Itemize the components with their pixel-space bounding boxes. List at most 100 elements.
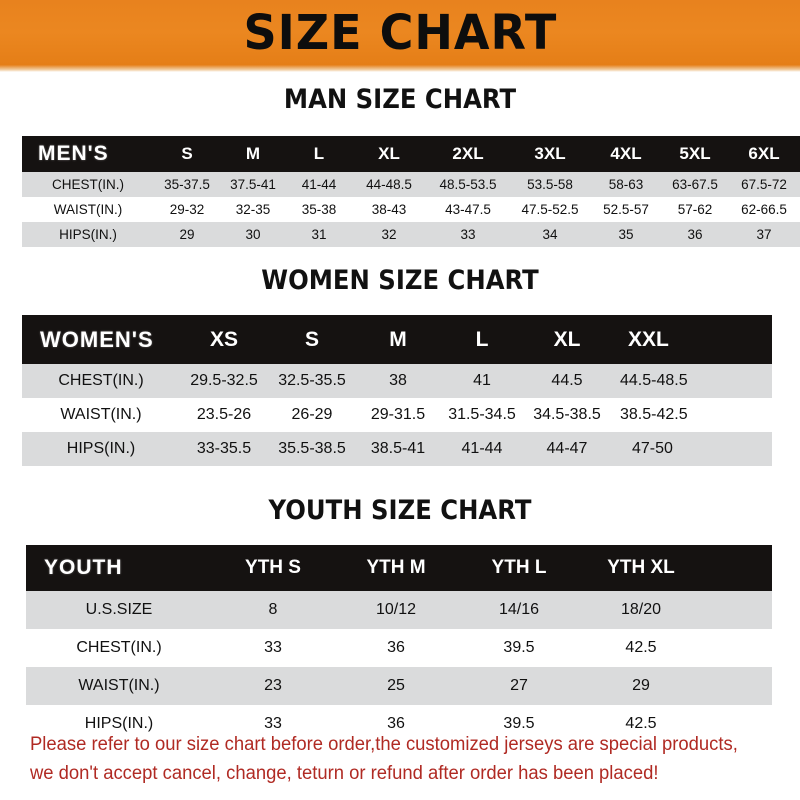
men-cell: 35 bbox=[618, 227, 634, 242]
men-cell: 32 bbox=[381, 227, 397, 242]
women-cell: 38.5-41 bbox=[370, 440, 426, 457]
women-cell: 23.5-26 bbox=[196, 406, 252, 423]
men-cell: 30 bbox=[245, 227, 261, 242]
men-row-label: WAIST(IN.) bbox=[53, 202, 123, 217]
men-cell: 33 bbox=[460, 227, 476, 242]
men-cell: 47.5-52.5 bbox=[521, 202, 579, 217]
women-col-header: XS bbox=[209, 327, 238, 351]
table-row: CHEST(IN.) 29.5-32.5 32.5-35.5 38 41 44.… bbox=[22, 364, 772, 398]
men-cell: 37.5-41 bbox=[230, 177, 276, 192]
men-cell: 62-66.5 bbox=[741, 202, 787, 217]
men-row-label: HIPS(IN.) bbox=[59, 227, 117, 242]
women-corner-label: WOMEN'S bbox=[40, 326, 154, 352]
youth-row-label: U.S.SIZE bbox=[85, 601, 153, 618]
women-cell: 35.5-38.5 bbox=[278, 440, 346, 457]
men-col-header: 5XL bbox=[679, 144, 711, 163]
men-cell: 48.5-53.5 bbox=[439, 177, 497, 192]
men-col-header: 6XL bbox=[748, 144, 780, 163]
table-row: WAIST(IN.) 23.5-26 26-29 29-31.5 31.5-34… bbox=[22, 398, 772, 432]
women-section-title: WOMEN SIZE CHART bbox=[261, 265, 539, 296]
men-cell: 34 bbox=[542, 227, 558, 242]
youth-cell: 39.5 bbox=[503, 639, 535, 656]
men-cell: 43-47.5 bbox=[445, 202, 491, 217]
youth-cell: 18/20 bbox=[620, 601, 662, 618]
youth-col-header: YTH L bbox=[491, 557, 547, 578]
women-row-label: CHEST(IN.) bbox=[58, 372, 144, 389]
table-row: HIPS(IN.) 33 36 39.5 42.5 bbox=[26, 705, 772, 743]
men-cell: 63-67.5 bbox=[672, 177, 718, 192]
women-cell: 29-31.5 bbox=[370, 406, 426, 423]
youth-cell: 29 bbox=[632, 677, 650, 694]
women-header-row: WOMEN'S XS S M L XL XXL bbox=[22, 315, 772, 364]
youth-cell: 42.5 bbox=[625, 639, 657, 656]
youth-section-title: YOUTH SIZE CHART bbox=[268, 495, 532, 526]
women-cell: 41 bbox=[473, 372, 491, 389]
youth-cell: 39.5 bbox=[503, 715, 535, 732]
page-banner: SIZE CHART bbox=[0, 0, 800, 72]
youth-cell: 42.5 bbox=[625, 715, 657, 732]
youth-cell: 36 bbox=[387, 639, 405, 656]
table-row: HIPS(IN.) 33-35.5 35.5-38.5 38.5-41 41-4… bbox=[22, 432, 772, 466]
men-cell: 53.5-58 bbox=[527, 177, 573, 192]
men-cell: 57-62 bbox=[677, 202, 713, 217]
men-cell: 29 bbox=[179, 227, 195, 242]
youth-cell: 25 bbox=[387, 677, 405, 694]
women-col-header: XXL bbox=[628, 327, 669, 351]
youth-row-label: CHEST(IN.) bbox=[76, 639, 162, 656]
youth-cell: 33 bbox=[264, 639, 282, 656]
youth-header-row: YOUTH YTH S YTH M YTH L YTH XL bbox=[26, 545, 772, 591]
men-cell: 35-38 bbox=[301, 202, 337, 217]
men-cell: 35-37.5 bbox=[164, 177, 210, 192]
youth-cell: 8 bbox=[268, 601, 278, 618]
women-col-header: M bbox=[389, 327, 407, 351]
men-section-title: MAN SIZE CHART bbox=[283, 84, 517, 115]
youth-col-header-empty bbox=[702, 545, 772, 591]
men-size-table: MEN'S S M L XL 2XL 3XL 4XL 5XL 6XL CHEST… bbox=[22, 136, 800, 247]
women-col-header: S bbox=[304, 327, 319, 351]
women-col-header: XL bbox=[553, 327, 581, 351]
men-cell: 58-63 bbox=[608, 177, 644, 192]
youth-corner-label: YOUTH bbox=[44, 556, 123, 579]
youth-cell-empty bbox=[702, 667, 772, 705]
table-row: CHEST(IN.) 35-37.5 37.5-41 41-44 44-48.5… bbox=[22, 172, 800, 197]
men-row-label: CHEST(IN.) bbox=[52, 177, 124, 192]
men-col-header: 4XL bbox=[610, 144, 642, 163]
women-cell: 33-35.5 bbox=[196, 440, 252, 457]
youth-cell: 23 bbox=[264, 677, 282, 694]
women-row-label: WAIST(IN.) bbox=[60, 406, 142, 423]
youth-cell-empty bbox=[702, 629, 772, 667]
men-col-header: M bbox=[245, 144, 261, 163]
men-header-row: MEN'S S M L XL 2XL 3XL 4XL 5XL 6XL bbox=[22, 136, 800, 172]
youth-cell: 27 bbox=[510, 677, 528, 694]
order-policy-line-2: we don't accept cancel, change, teturn o… bbox=[30, 763, 659, 784]
table-row: U.S.SIZE 8 10/12 14/16 18/20 bbox=[26, 591, 772, 629]
table-row: CHEST(IN.) 33 36 39.5 42.5 bbox=[26, 629, 772, 667]
youth-cell: 14/16 bbox=[498, 601, 540, 618]
men-col-header: L bbox=[313, 144, 325, 163]
men-col-header: 3XL bbox=[534, 144, 566, 163]
women-cell: 44-47 bbox=[546, 440, 588, 457]
order-policy-line-1: Please refer to our size chart before or… bbox=[30, 734, 738, 755]
women-cell: 38 bbox=[389, 372, 407, 389]
women-cell: 32.5-35.5 bbox=[278, 372, 346, 389]
youth-size-table: YOUTH YTH S YTH M YTH L YTH XL U.S.SIZE … bbox=[26, 545, 772, 743]
men-col-header: XL bbox=[378, 144, 400, 163]
women-cell: 44.5-48.5 bbox=[620, 372, 688, 389]
youth-cell: 10/12 bbox=[375, 601, 417, 618]
men-cell: 52.5-57 bbox=[603, 202, 649, 217]
women-cell: 38.5-42.5 bbox=[620, 406, 688, 423]
men-col-header: S bbox=[181, 144, 193, 163]
table-row: HIPS(IN.) 29 30 31 32 33 34 35 36 37 bbox=[22, 222, 800, 247]
order-policy-note: Please refer to our size chart before or… bbox=[30, 730, 762, 788]
youth-row-label: WAIST(IN.) bbox=[78, 677, 160, 694]
women-col-header: L bbox=[475, 327, 489, 351]
women-cell: 26-29 bbox=[291, 406, 333, 423]
women-cell: 34.5-38.5 bbox=[533, 406, 601, 423]
men-col-header: 2XL bbox=[452, 144, 484, 163]
youth-cell: 33 bbox=[264, 715, 282, 732]
women-cell: 41-44 bbox=[461, 440, 503, 457]
table-row: WAIST(IN.) 23 25 27 29 bbox=[26, 667, 772, 705]
men-cell: 38-43 bbox=[371, 202, 407, 217]
women-row-label: HIPS(IN.) bbox=[66, 440, 136, 457]
youth-cell: 36 bbox=[387, 715, 405, 732]
